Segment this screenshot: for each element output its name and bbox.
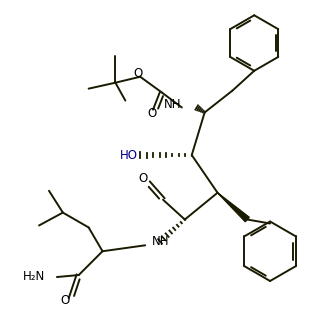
Text: O: O [60, 294, 69, 307]
Polygon shape [217, 193, 249, 222]
Text: O: O [139, 173, 148, 185]
Text: H₂N: H₂N [23, 270, 45, 282]
Text: O: O [134, 67, 143, 80]
Text: O: O [147, 107, 157, 120]
Text: NH: NH [164, 98, 182, 111]
Text: HO: HO [120, 149, 138, 162]
Text: NH: NH [152, 235, 170, 248]
